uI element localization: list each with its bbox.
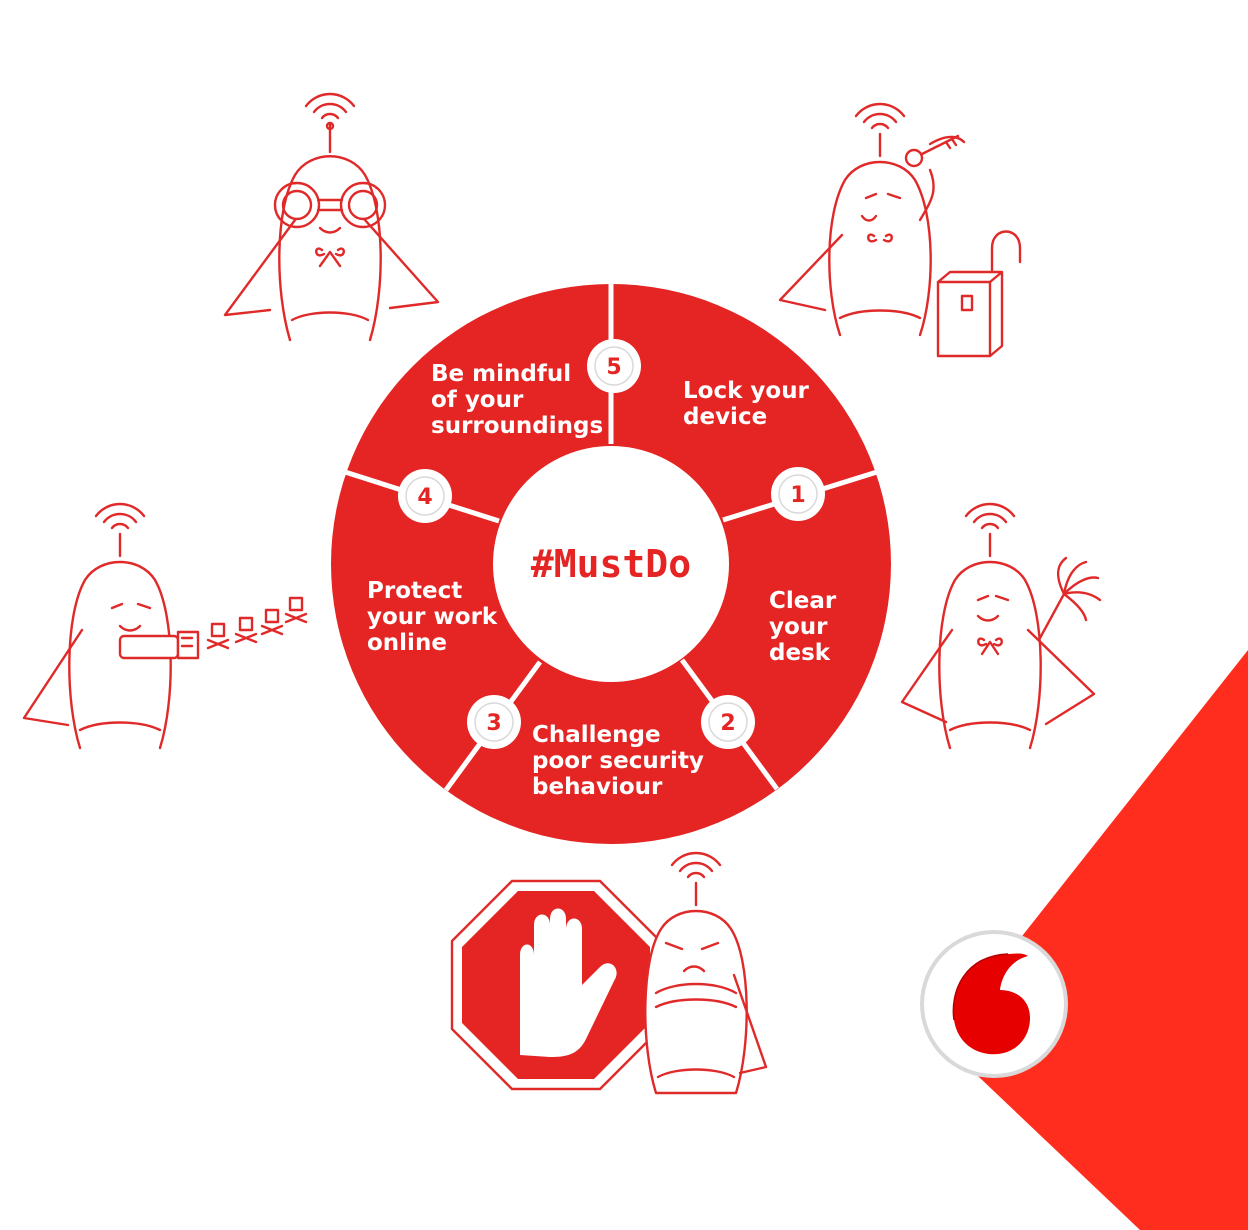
- step-1-number: 1: [790, 483, 805, 508]
- step-4-badge: 4: [398, 469, 452, 523]
- step-2-number: 2: [720, 711, 735, 736]
- step-4-line-3: online: [367, 630, 447, 656]
- step-3-badge: 3: [467, 695, 521, 749]
- hub-circle: [493, 446, 729, 682]
- step-3-line-2: poor security: [532, 748, 704, 774]
- step-5-line-3: surroundings: [431, 413, 603, 439]
- vodafone-speechmark-logo-icon: [920, 930, 1068, 1078]
- step-5-line-1: Be mindful: [431, 361, 571, 387]
- step-1-line-1: Lock your: [683, 378, 810, 404]
- superhero-with-stop-sign-icon: [450, 851, 768, 1095]
- step-4-label: Protect your work online: [367, 578, 498, 656]
- step-2-badge: 2: [701, 695, 755, 749]
- step-2-label: Clear your desk: [769, 588, 837, 666]
- step-5-number: 5: [606, 355, 621, 380]
- must-do-ring: #MustDo 1 2 3 4 5 Lock your: [331, 280, 891, 844]
- step-3-number: 3: [486, 711, 501, 736]
- step-5-line-2: of your: [431, 387, 524, 413]
- step-1-badge: 1: [771, 467, 825, 521]
- step-2-line-2: your: [769, 614, 828, 640]
- step-5-label: Be mindful of your surroundings: [431, 361, 603, 439]
- step-2-line-3: desk: [769, 640, 831, 666]
- superhero-with-binoculars-icon: [223, 92, 440, 342]
- step-3-line-1: Challenge: [532, 722, 661, 748]
- superhero-with-key-and-padlock-icon: [778, 102, 1022, 358]
- step-3-label: Challenge poor security behaviour: [532, 722, 704, 800]
- step-3-line-3: behaviour: [532, 774, 663, 800]
- superhero-with-usb-blaster-icon: [22, 502, 308, 750]
- step-5-badge: 5: [587, 339, 641, 393]
- red-corner-shape: [940, 650, 1248, 1230]
- step-4-line-1: Protect: [367, 578, 462, 604]
- step-2-line-1: Clear: [769, 588, 837, 614]
- step-1-label: Lock your device: [683, 378, 810, 430]
- step-4-number: 4: [417, 485, 432, 510]
- step-4-line-2: your work: [367, 604, 498, 630]
- hand-icon: [520, 908, 617, 1057]
- superhero-with-feather-duster-icon: [900, 502, 1102, 750]
- hub-label: #MustDo: [531, 542, 691, 586]
- step-1-line-2: device: [683, 404, 767, 430]
